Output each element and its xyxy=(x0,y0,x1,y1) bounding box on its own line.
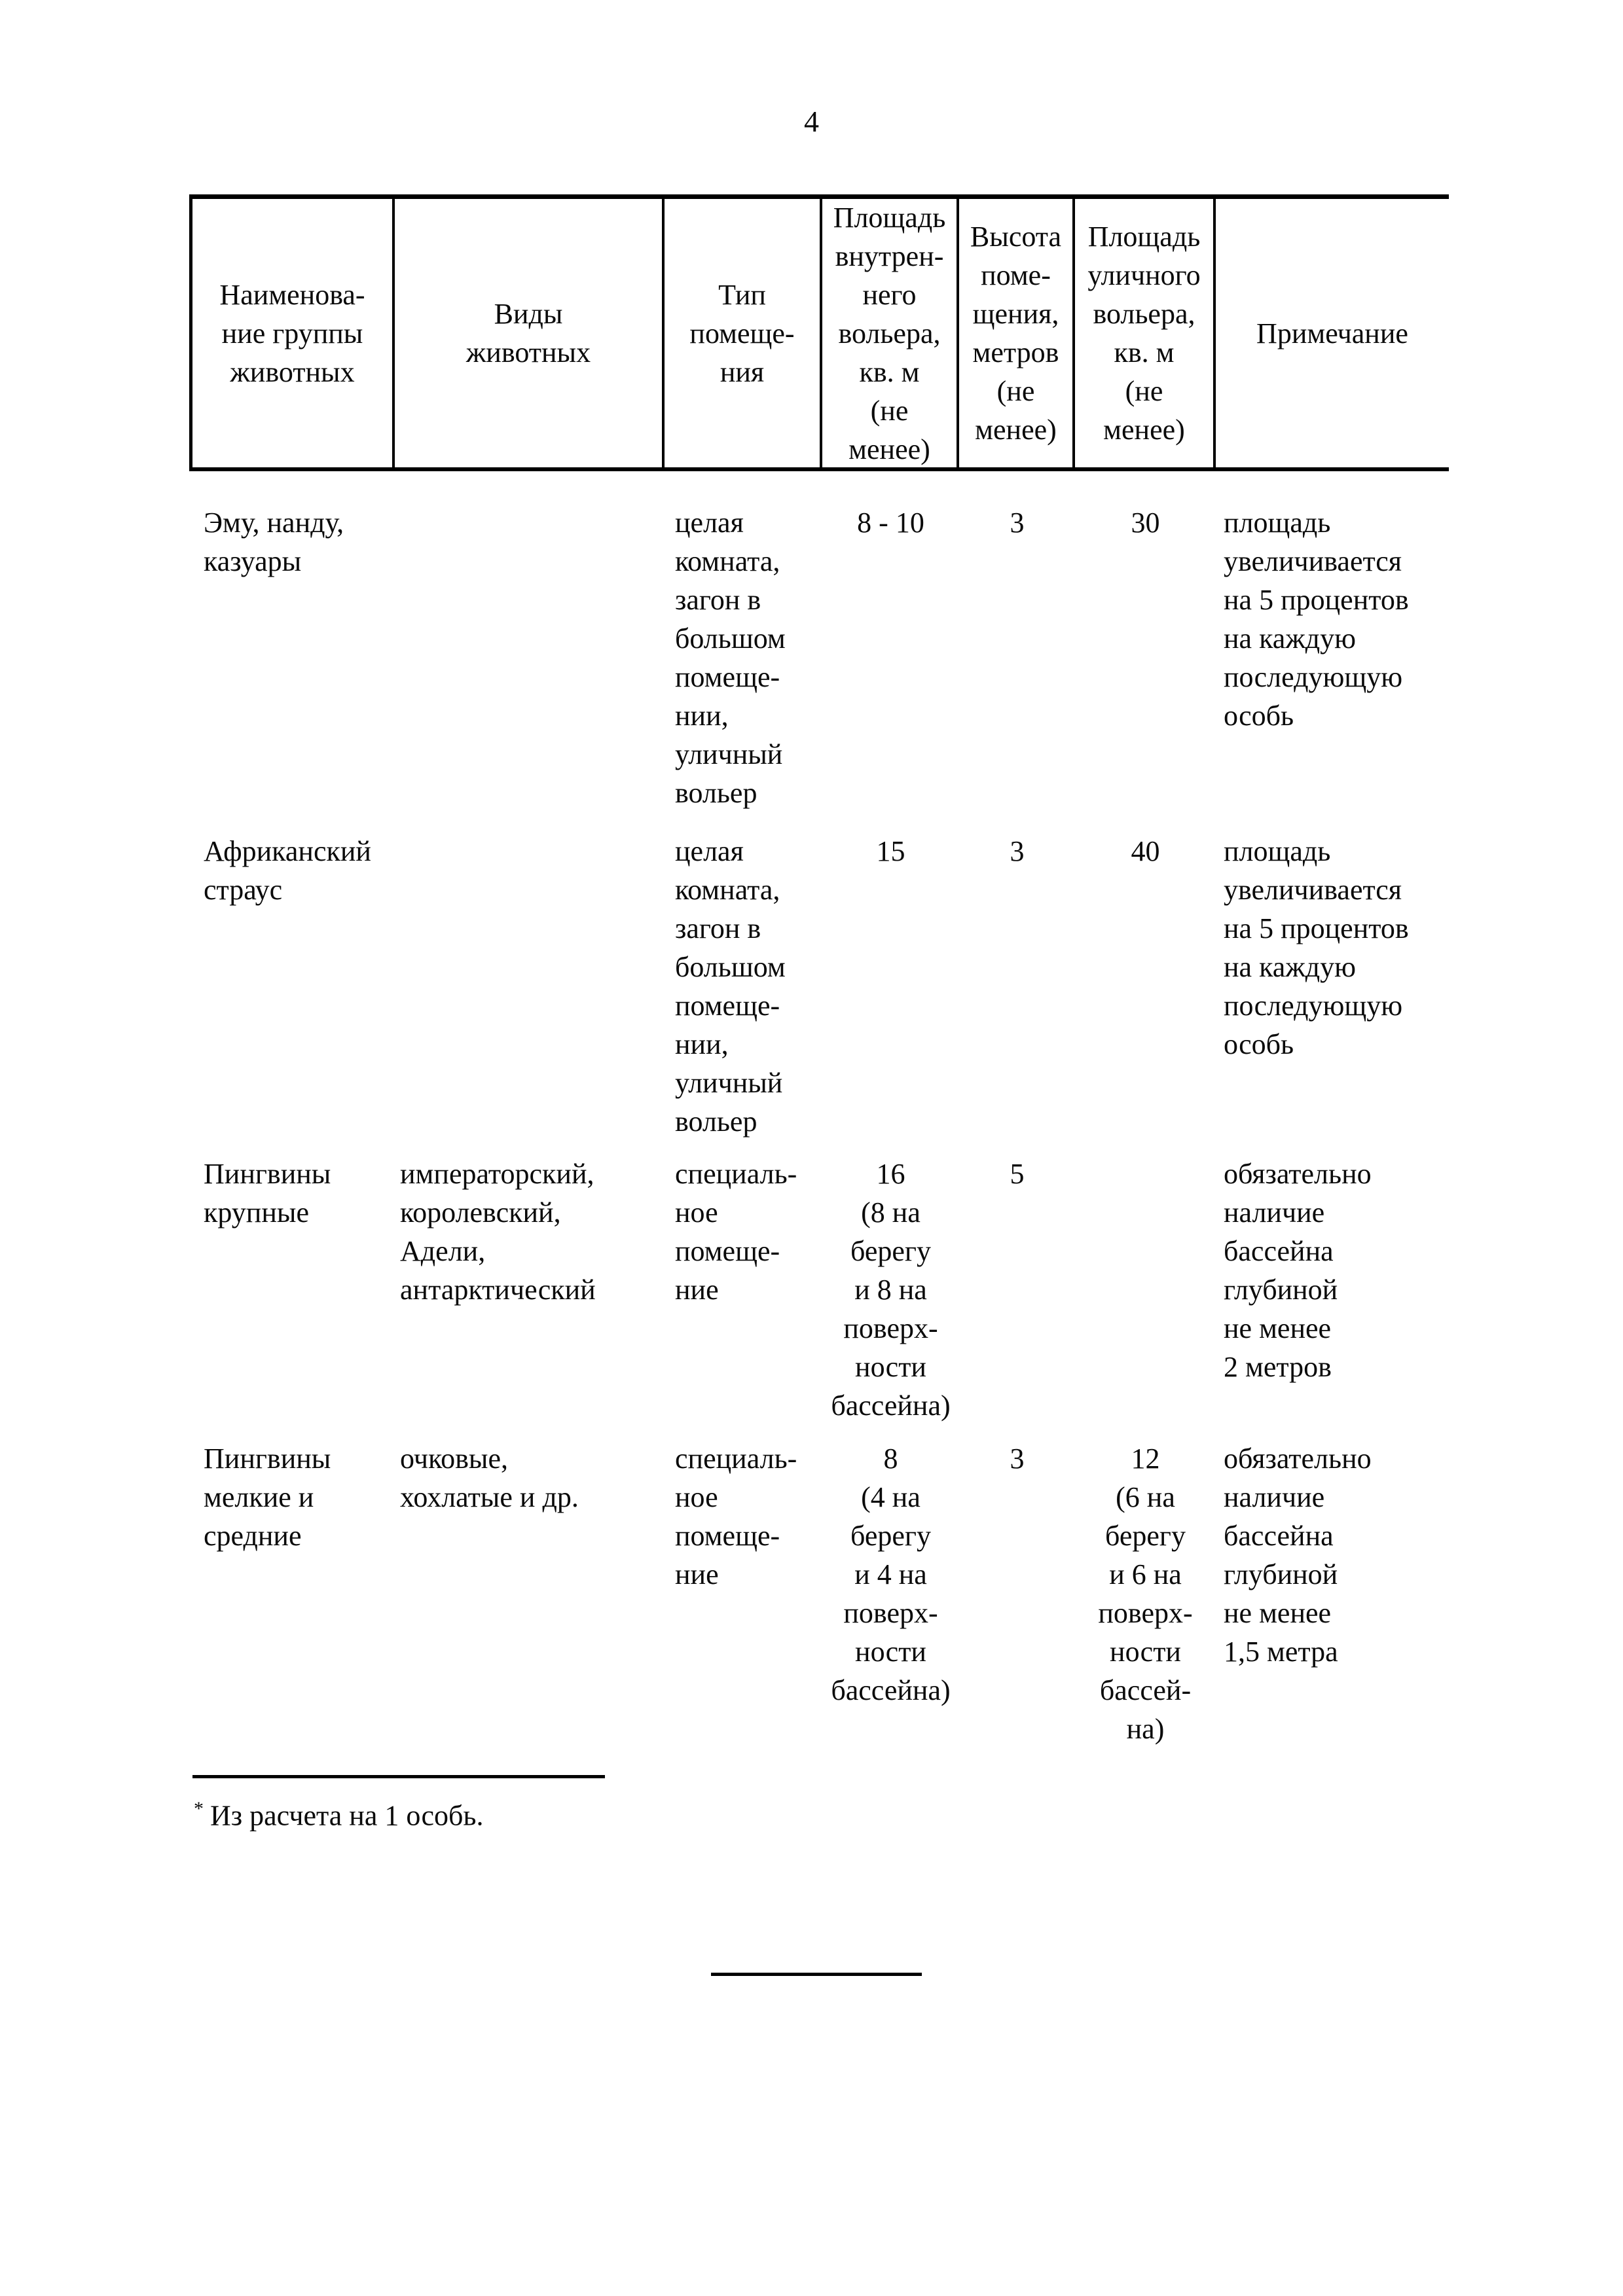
cell-height: 3 xyxy=(1010,835,1025,867)
header-indoor-area: Площадь внутрен- него вольера, кв. м (не… xyxy=(822,199,959,467)
header-group: Наименова- ние группы животных xyxy=(192,199,395,467)
cell-species xyxy=(395,503,665,812)
cell-group: Пингвины мелкие и средние xyxy=(204,1443,331,1552)
cell-note: обязательно наличие бассейна глубиной не… xyxy=(1224,1158,1372,1383)
end-of-document-divider xyxy=(711,1973,922,1976)
cell-indoor-area: 16 (8 на берегу и 8 на поверх- ности бас… xyxy=(831,1158,951,1422)
cell-group: Пингвины крупные xyxy=(204,1158,331,1229)
page-number: 4 xyxy=(804,105,819,138)
table-header-row: Наименова- ние группы животных Виды живо… xyxy=(189,194,1449,471)
cell-outdoor-area xyxy=(1075,1155,1216,1425)
cell-indoor-area: 8 (4 на берегу и 4 на поверх- ности басс… xyxy=(831,1443,951,1706)
cell-room-type: целая комната, загон в большом помеще- н… xyxy=(675,835,786,1138)
header-room-type: Тип помеще- ния xyxy=(665,199,822,467)
footnote-divider xyxy=(192,1775,605,1778)
cell-species: очковые, хохлатые и др. xyxy=(400,1443,579,1513)
table-row: Эму, нанду, казуары целая комната, загон… xyxy=(189,503,1449,812)
cell-outdoor-area: 40 xyxy=(1131,835,1160,867)
cell-room-type: целая комната, загон в большом помеще- н… xyxy=(675,507,786,809)
cell-room-type: специаль- ное помеще- ние xyxy=(675,1158,797,1306)
cell-note: обязательно наличие бассейна глубиной не… xyxy=(1224,1443,1372,1668)
cell-indoor-area: 8 - 10 xyxy=(857,507,924,539)
header-note: Примечание xyxy=(1256,317,1408,350)
cell-species xyxy=(395,832,665,1141)
cell-outdoor-area: 12 (6 на берегу и 6 на поверх- ности бас… xyxy=(1098,1443,1193,1745)
cell-height: 3 xyxy=(1010,507,1025,539)
header-species: Виды животных xyxy=(395,199,665,467)
table-row: Африканский страус целая комната, загон … xyxy=(189,832,1449,1141)
table-row: Пингвины крупные императорский, королевс… xyxy=(189,1155,1449,1425)
cell-indoor-area: 15 xyxy=(876,835,905,867)
cell-room-type: специаль- ное помеще- ние xyxy=(675,1443,797,1590)
table-row: Пингвины мелкие и средние очковые, хохла… xyxy=(189,1439,1449,1748)
animal-enclosure-table: Наименова- ние группы животных Виды живо… xyxy=(189,194,1449,1748)
cell-note: площадь увеличивается на 5 процентов на … xyxy=(1224,835,1409,1060)
header-height: Высота поме- щения, метров (не менее) xyxy=(959,199,1075,467)
cell-species: императорский, королевский, Адели, антар… xyxy=(400,1158,596,1306)
header-outdoor-area: Площадь уличного вольера, кв. м (не мене… xyxy=(1075,199,1216,467)
cell-height: 3 xyxy=(1010,1443,1025,1475)
cell-height: 5 xyxy=(1010,1158,1025,1190)
cell-outdoor-area: 30 xyxy=(1131,507,1160,539)
footnote-marker: * xyxy=(194,1798,204,1820)
cell-group: Африканский страус xyxy=(204,835,371,906)
footnote-text: Из расчета на 1 особь. xyxy=(210,1799,484,1832)
cell-group: Эму, нанду, казуары xyxy=(204,507,344,577)
cell-note: площадь увеличивается на 5 процентов на … xyxy=(1224,507,1409,732)
footnote: * Из расчета на 1 особь. xyxy=(194,1789,483,1835)
